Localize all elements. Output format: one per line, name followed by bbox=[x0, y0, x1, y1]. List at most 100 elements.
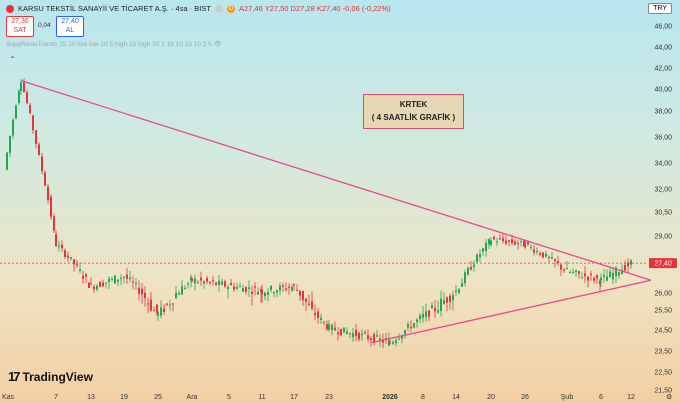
candle-body bbox=[361, 333, 363, 336]
candle-body bbox=[212, 280, 214, 282]
candle-body bbox=[267, 292, 269, 295]
candle-body bbox=[485, 242, 487, 252]
x-tick-label: Şub bbox=[561, 394, 574, 401]
candle-body bbox=[197, 282, 199, 284]
candle-body bbox=[527, 241, 529, 245]
candle-body bbox=[440, 298, 442, 311]
candle-body bbox=[416, 319, 418, 322]
candle-body bbox=[499, 238, 501, 240]
candle-body bbox=[276, 290, 278, 293]
x-tick-label: 5 bbox=[227, 394, 231, 401]
candle-body bbox=[530, 247, 532, 249]
collapse-chevron-icon[interactable]: ⌃ bbox=[9, 55, 16, 64]
candle-body bbox=[389, 342, 391, 344]
candle-body bbox=[627, 262, 629, 266]
candle-body bbox=[600, 277, 602, 281]
y-tick-label: 40,00 bbox=[654, 87, 672, 94]
candle-body bbox=[18, 91, 20, 104]
candle-body bbox=[261, 289, 263, 295]
candle-body bbox=[26, 92, 28, 104]
candle-body bbox=[575, 270, 577, 272]
x-tick-label: 7 bbox=[54, 394, 58, 401]
candle-body bbox=[584, 273, 586, 277]
candle-body bbox=[517, 242, 519, 244]
eye-icon[interactable]: 👁 bbox=[213, 41, 222, 48]
x-tick-label: 17 bbox=[290, 394, 298, 401]
settings-gear-icon[interactable]: ⚙ bbox=[666, 393, 672, 401]
y-tick-label: 44,00 bbox=[654, 45, 672, 52]
y-tick-label: 46,00 bbox=[654, 24, 672, 31]
candle-body bbox=[245, 286, 247, 292]
candle-body bbox=[331, 325, 333, 331]
status-dot-icon bbox=[214, 4, 223, 13]
candle-body bbox=[557, 260, 559, 263]
candle-body bbox=[569, 272, 571, 274]
candle-body bbox=[221, 281, 223, 285]
candle-body bbox=[545, 253, 547, 257]
candle-body bbox=[422, 313, 424, 318]
candle-body bbox=[419, 315, 421, 320]
y-tick-label: 34,00 bbox=[654, 161, 672, 168]
candle-body bbox=[224, 281, 226, 287]
candle-body bbox=[395, 340, 397, 344]
y-tick-label: 25,50 bbox=[654, 308, 672, 315]
candle-body bbox=[236, 286, 238, 289]
candle-body bbox=[187, 283, 189, 285]
candle-body bbox=[32, 115, 34, 131]
candle-body bbox=[239, 286, 241, 288]
candle-body bbox=[581, 277, 583, 279]
candle-body bbox=[285, 288, 287, 290]
candle-body bbox=[82, 275, 84, 279]
candle-body bbox=[291, 286, 293, 291]
candle-body bbox=[194, 278, 196, 284]
y-tick-label: 32,00 bbox=[654, 187, 672, 194]
candle-body bbox=[352, 333, 354, 337]
candle-body bbox=[572, 271, 574, 273]
trendline bbox=[20, 79, 652, 281]
sell-button[interactable]: 27,36 SAT bbox=[6, 16, 34, 37]
candle-body bbox=[630, 260, 632, 265]
candle-body bbox=[93, 286, 95, 290]
candle-body bbox=[206, 278, 208, 282]
candle-body bbox=[337, 332, 339, 335]
candle-body bbox=[473, 264, 475, 267]
buy-button[interactable]: 27,40 AL bbox=[56, 16, 84, 37]
candle-body bbox=[524, 242, 526, 248]
candle-body bbox=[502, 238, 504, 242]
annotation-box: KRTEK ( 4 SAATLİK GRAFİK ) bbox=[363, 94, 464, 129]
candle-body bbox=[203, 281, 205, 284]
y-tick-label: 29,00 bbox=[654, 234, 672, 241]
candle-body bbox=[254, 286, 256, 288]
candle-body bbox=[299, 290, 301, 296]
candle-body bbox=[326, 324, 328, 330]
indicator-label: SuppResisTrends 15 20 low low 10 5 high … bbox=[6, 41, 212, 48]
annotation-line1: KRTEK bbox=[399, 100, 428, 109]
sell-price: 27,36 bbox=[11, 18, 29, 25]
currency-selector[interactable]: TRY bbox=[648, 3, 672, 14]
candle-body bbox=[166, 303, 168, 305]
candle-body bbox=[90, 283, 92, 285]
spread-value: 0,04 bbox=[38, 22, 51, 29]
candle-body bbox=[566, 268, 568, 270]
candle-body bbox=[349, 333, 351, 335]
candle-body bbox=[449, 295, 451, 302]
candle-body bbox=[560, 264, 562, 270]
candle-body bbox=[53, 216, 55, 231]
candle-body bbox=[603, 275, 605, 278]
x-tick-label: 20 bbox=[487, 394, 495, 401]
symbol-title[interactable]: KARSU TEKSTİL SANAYİİ VE TİCARET A.Ş. · … bbox=[18, 4, 211, 13]
candle-body bbox=[282, 285, 284, 287]
candle-body bbox=[587, 276, 589, 281]
candle-body bbox=[257, 291, 259, 295]
candle-body bbox=[596, 275, 598, 279]
indicator-legend[interactable]: SuppResisTrends 15 20 low low 10 5 high … bbox=[6, 40, 222, 48]
candle-body bbox=[67, 255, 69, 258]
candle-body bbox=[117, 279, 119, 282]
candle-body bbox=[340, 328, 342, 335]
candle-body bbox=[147, 303, 149, 305]
candle-body bbox=[38, 144, 40, 155]
tv-logo-icon: 17 bbox=[8, 369, 21, 384]
candle-body bbox=[398, 338, 400, 340]
